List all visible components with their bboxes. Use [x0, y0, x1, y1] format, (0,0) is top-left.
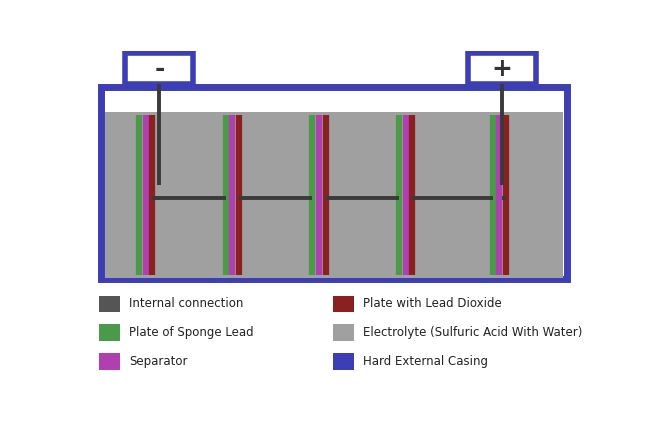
Text: Internal connection: Internal connection	[129, 297, 244, 310]
Text: Electrolyte (Sulfuric Acid With Water): Electrolyte (Sulfuric Acid With Water)	[363, 326, 583, 339]
Text: Plate of Sponge Lead: Plate of Sponge Lead	[129, 326, 254, 339]
Text: Plate with Lead Dioxide: Plate with Lead Dioxide	[363, 297, 502, 310]
Bar	[99, 353, 120, 370]
Text: +: +	[491, 57, 512, 81]
Bar	[101, 87, 567, 279]
Bar	[468, 53, 536, 84]
Text: Separator: Separator	[129, 355, 188, 368]
Bar	[99, 296, 120, 312]
Text: Hard External Casing: Hard External Casing	[363, 355, 488, 368]
Bar	[333, 296, 354, 312]
Bar	[333, 324, 354, 341]
Text: -: -	[154, 57, 164, 81]
Bar	[105, 112, 564, 278]
Bar	[99, 324, 120, 341]
Bar	[125, 53, 193, 84]
Bar	[333, 353, 354, 370]
